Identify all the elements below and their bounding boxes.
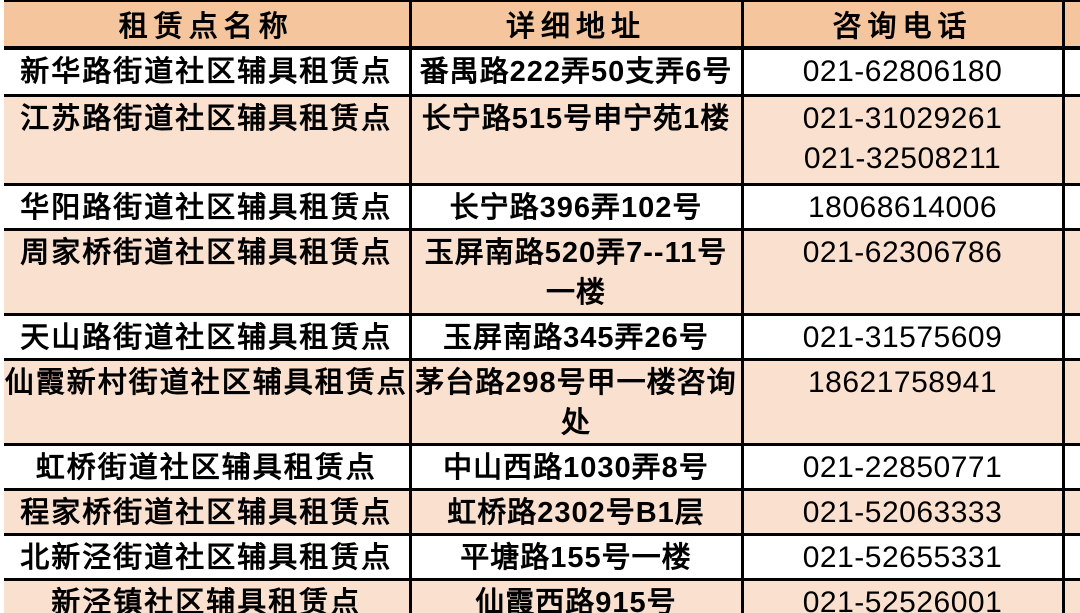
cell-detailed-address: 仙霞西路915号 <box>408 577 744 613</box>
table-row: 周家桥街道社区辅具租赁点 玉屏南路520弄7--11号 一楼 021-62306786 <box>4 227 1080 316</box>
cell-edge-sliver <box>1061 577 1080 613</box>
cell-consultation-phone: 021-52526001 <box>740 577 1065 613</box>
cell-edge-sliver <box>1061 532 1080 581</box>
cell-detailed-address: 长宁路515号申宁苑1楼 <box>408 93 744 186</box>
cell-detailed-address: 茅台路298号甲一楼咨询处 <box>408 357 744 446</box>
table-row: 程家桥街道社区辅具租赁点 虹桥路2302号B1层 021-52063333 <box>4 487 1080 536</box>
table-row: 新泾镇社区辅具租赁点 仙霞西路915号 021-52526001 <box>4 577 1080 613</box>
table-row: 天山路街道社区辅具租赁点 玉屏南路345弄26号 021-31575609 <box>4 312 1080 361</box>
header-edge-sliver <box>1061 0 1080 50</box>
cell-consultation-phone: 021-31029261 021-32508211 <box>740 93 1065 186</box>
cell-detailed-address: 虹桥路2302号B1层 <box>408 487 744 536</box>
table-row: 虹桥街道社区辅具租赁点 中山西路1030弄8号 021-22850771 <box>4 442 1080 491</box>
cell-detailed-address: 中山西路1030弄8号 <box>408 442 744 491</box>
header-detailed-address: 详细地址 <box>408 0 744 50</box>
table-row: 北新泾街道社区辅具租赁点 平塘路155号一楼 021-52655331 <box>4 532 1080 581</box>
cell-edge-sliver <box>1061 442 1080 491</box>
cell-rental-point-name: 虹桥街道社区辅具租赁点 <box>4 442 412 491</box>
cell-rental-point-name: 新华路街道社区辅具租赁点 <box>4 46 412 97</box>
header-row: 租赁点名称 详细地址 咨询电话 <box>4 0 1080 50</box>
cell-consultation-phone: 021-22850771 <box>740 442 1065 491</box>
table-row: 新华路街道社区辅具租赁点 番禺路222弄50支弄6号 021-62806180 <box>4 46 1080 97</box>
cell-consultation-phone: 021-52655331 <box>740 532 1065 581</box>
cell-edge-sliver <box>1061 182 1080 231</box>
cell-detailed-address: 番禺路222弄50支弄6号 <box>408 46 744 97</box>
table-row: 华阳路街道社区辅具租赁点 长宁路396弄102号 18068614006 <box>4 182 1080 231</box>
cell-consultation-phone: 021-62306786 <box>740 227 1065 316</box>
cell-rental-point-name: 北新泾街道社区辅具租赁点 <box>4 532 412 581</box>
cell-edge-sliver <box>1061 357 1080 446</box>
table-header: 租赁点名称 详细地址 咨询电话 <box>4 0 1080 50</box>
header-consultation-phone: 咨询电话 <box>740 0 1065 50</box>
cell-consultation-phone: 18068614006 <box>740 182 1065 231</box>
cell-detailed-address: 玉屏南路345弄26号 <box>408 312 744 361</box>
cell-edge-sliver <box>1061 93 1080 186</box>
table-body: 新华路街道社区辅具租赁点 番禺路222弄50支弄6号 021-62806180 江苏路… <box>4 46 1080 613</box>
cell-edge-sliver <box>1061 312 1080 361</box>
cell-rental-point-name: 周家桥街道社区辅具租赁点 <box>4 227 412 316</box>
header-rental-point-name: 租赁点名称 <box>4 0 412 50</box>
cell-detailed-address: 长宁路396弄102号 <box>408 182 744 231</box>
cell-consultation-phone: 021-62806180 <box>740 46 1065 97</box>
cell-rental-point-name: 江苏路街道社区辅具租赁点 <box>4 93 412 186</box>
cell-consultation-phone: 021-31575609 <box>740 312 1065 361</box>
cell-rental-point-name: 程家桥街道社区辅具租赁点 <box>4 487 412 536</box>
cell-consultation-phone: 021-52063333 <box>740 487 1065 536</box>
cell-rental-point-name: 新泾镇社区辅具租赁点 <box>4 577 412 613</box>
cell-edge-sliver <box>1061 487 1080 536</box>
cell-rental-point-name: 天山路街道社区辅具租赁点 <box>4 312 412 361</box>
cell-detailed-address: 平塘路155号一楼 <box>408 532 744 581</box>
cell-rental-point-name: 华阳路街道社区辅具租赁点 <box>4 182 412 231</box>
rental-points-table: 租赁点名称 详细地址 咨询电话 新华路街道社区辅具租赁点 番禺路222弄50支弄6… <box>4 0 1080 613</box>
cell-rental-point-name: 仙霞新村街道社区辅具租赁点 <box>4 357 412 446</box>
cell-detailed-address: 玉屏南路520弄7--11号 一楼 <box>408 227 744 316</box>
table-row: 江苏路街道社区辅具租赁点 长宁路515号申宁苑1楼 021-31029261 021-… <box>4 93 1080 186</box>
cell-consultation-phone: 18621758941 <box>740 357 1065 446</box>
cell-edge-sliver <box>1061 227 1080 316</box>
cell-edge-sliver <box>1061 46 1080 97</box>
table-row: 仙霞新村街道社区辅具租赁点 茅台路298号甲一楼咨询处 18621758941 <box>4 357 1080 446</box>
